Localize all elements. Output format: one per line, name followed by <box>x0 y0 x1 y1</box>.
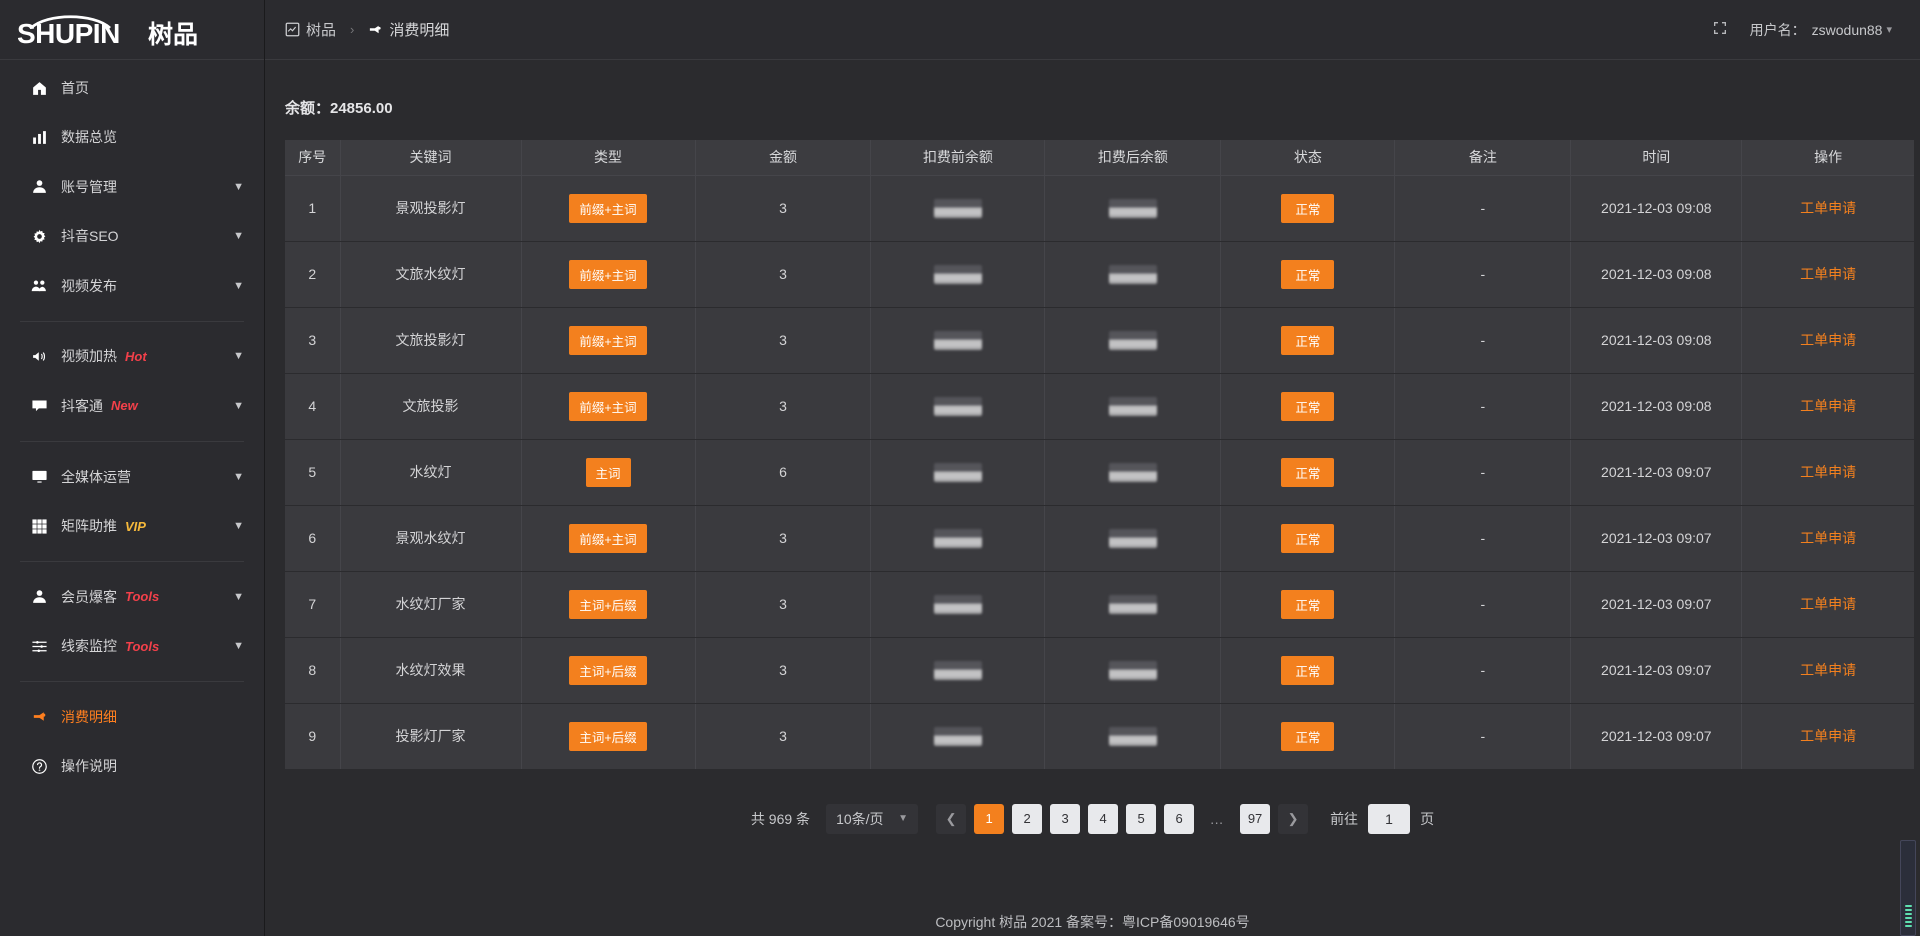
svg-text:树品: 树品 <box>148 21 198 49</box>
svg-text:SHUPIN: SHUPIN <box>18 18 120 49</box>
